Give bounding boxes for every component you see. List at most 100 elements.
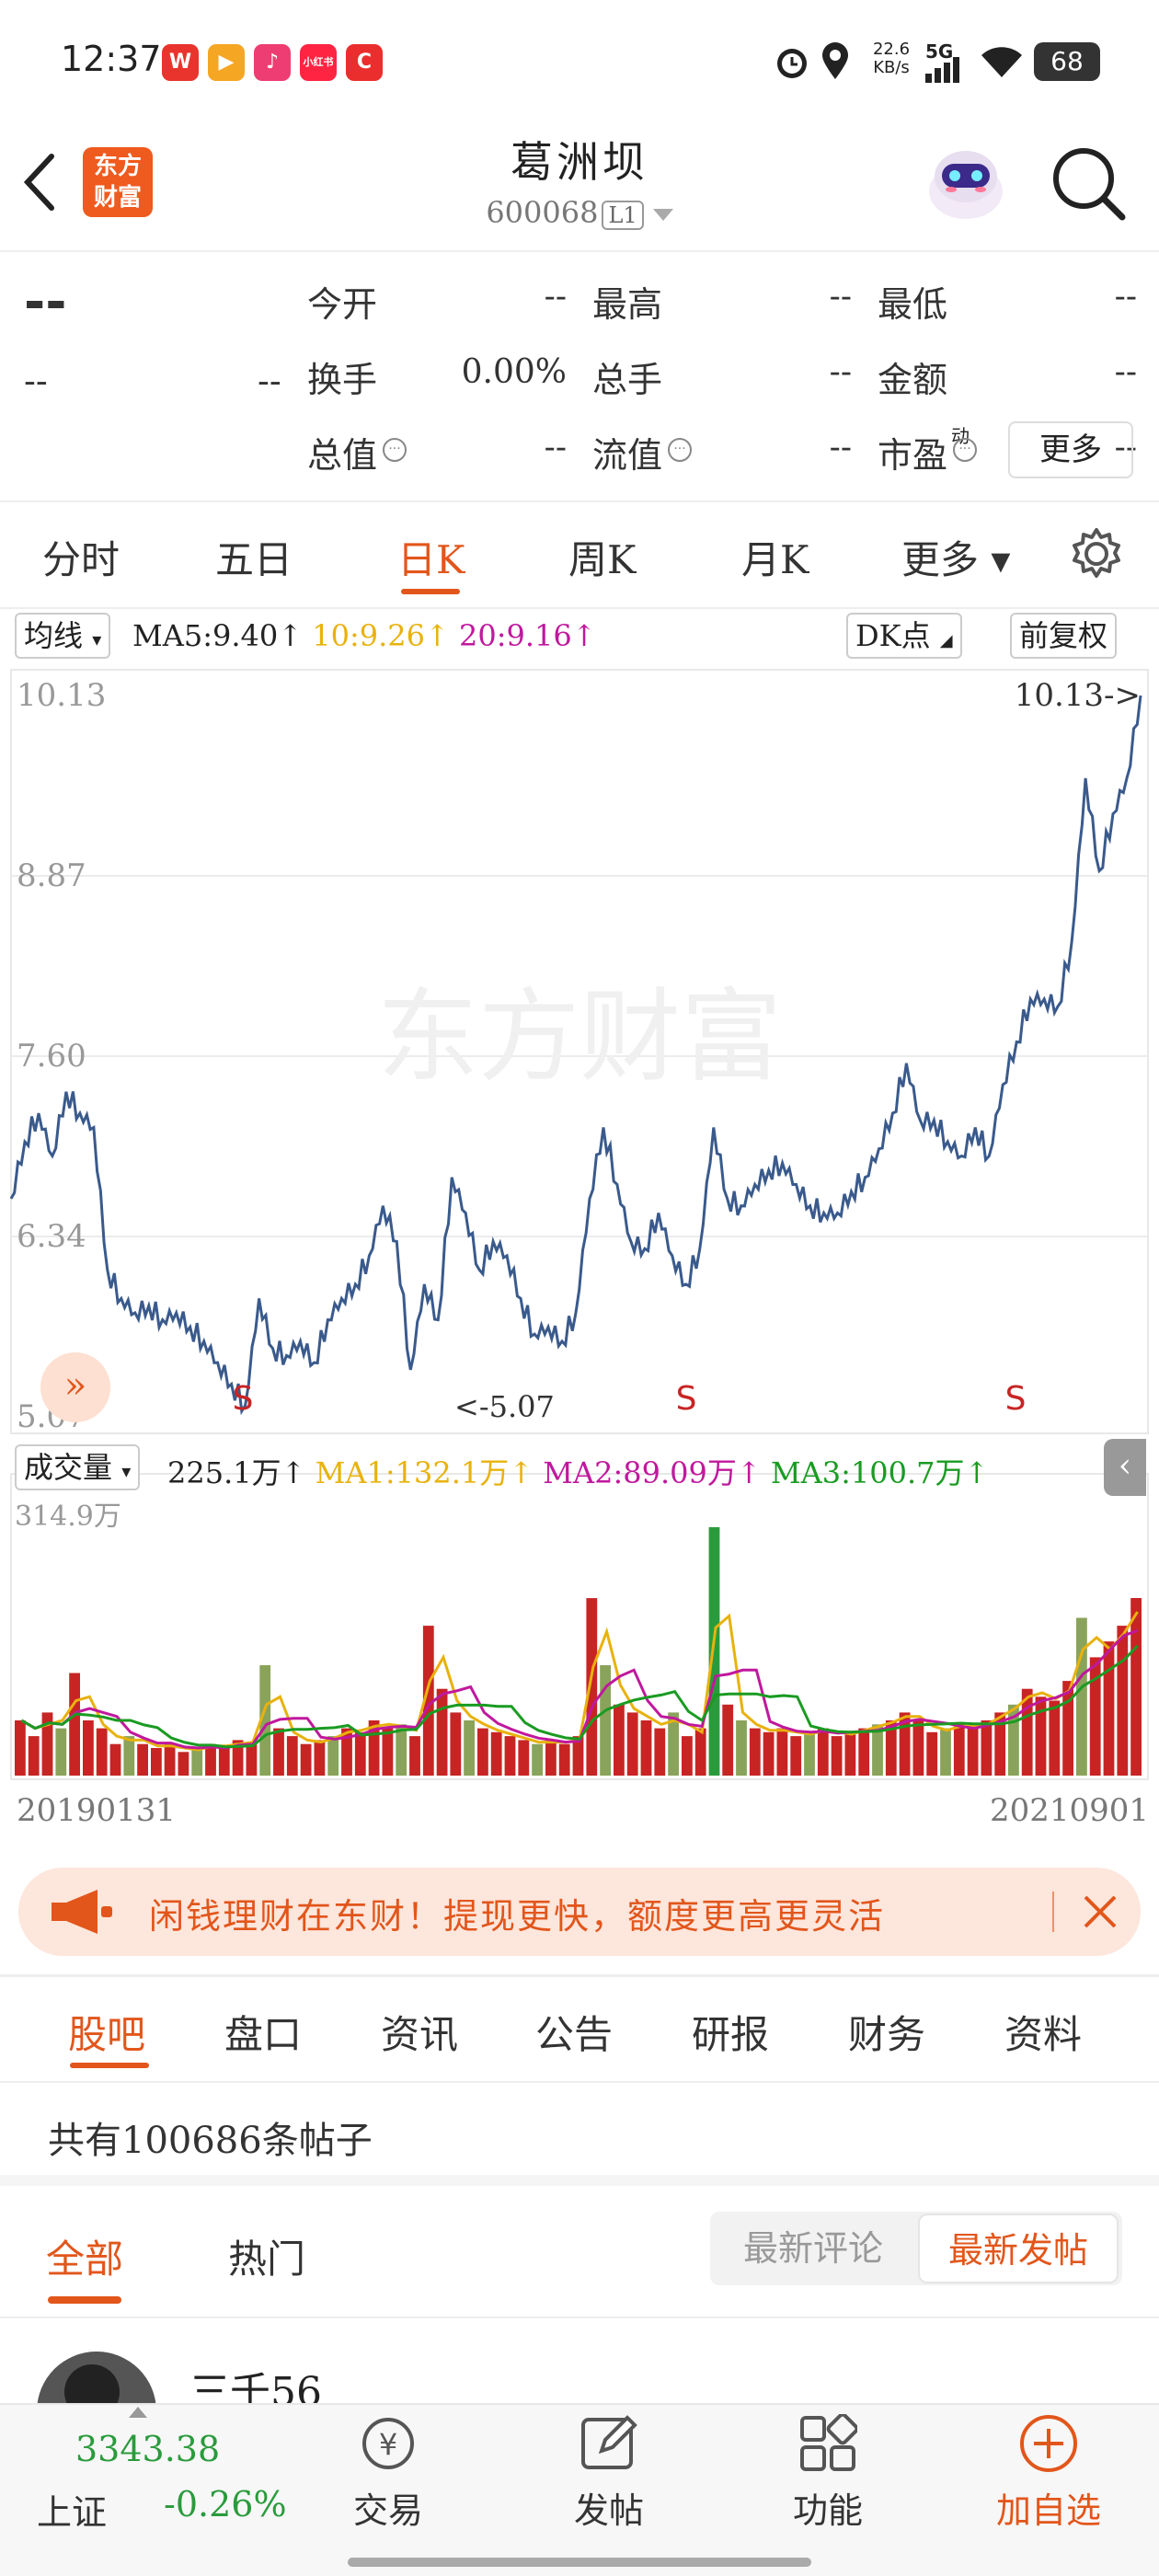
volume-bar (776, 1728, 788, 1776)
tab-period[interactable]: 周K (568, 537, 637, 582)
wifi-icon (981, 47, 1022, 77)
tab-period[interactable]: 分时 (42, 537, 120, 582)
x-end-label: 20210901 (990, 1792, 1150, 1829)
tab-info[interactable]: 盘口 (224, 2012, 303, 2057)
robot-assistant-icon[interactable] (924, 142, 1008, 226)
min-price-label: <-5.07 (454, 1389, 555, 1424)
volume-max-label: 314.9万 (15, 1501, 121, 1533)
close-icon[interactable] (1080, 1892, 1120, 1932)
sort-latest-comment[interactable]: 最新评论 (742, 2228, 883, 2269)
tab-info[interactable]: 公告 (535, 2012, 614, 2057)
function-grid-icon[interactable] (798, 2414, 857, 2473)
info-icon[interactable]: ··· (383, 438, 407, 462)
volume-bar (409, 1736, 420, 1776)
volume-values: 225.1万↑ MA1:132.1万↑ MA2:89.09万↑ MA3:100.… (167, 1455, 990, 1490)
tab-period[interactable]: 月K (741, 537, 809, 582)
ma-dropdown[interactable]: 均线 ▾ (15, 613, 111, 659)
volume-bar (300, 1743, 312, 1776)
quote-label: 最高 (592, 284, 663, 325)
dk-point-dropdown[interactable]: DK点 ◢ (846, 613, 962, 659)
filter-indicator (48, 2296, 121, 2304)
kline-chart[interactable]: 东方财富 10.138.877.606.345.0710.13-><-5.07 … (0, 607, 1159, 1822)
search-icon[interactable] (1050, 145, 1128, 223)
volume-frame (10, 1473, 1149, 1780)
collapse-panel-icon[interactable]: ‹ (1104, 1439, 1146, 1496)
quote-label: 换手 (307, 360, 378, 400)
wps-icon: W (162, 44, 199, 81)
stock-name: 葛洲坝 (511, 137, 648, 187)
active-tab-indicator (401, 589, 460, 594)
app-logo[interactable]: 东方 财富 (83, 147, 153, 217)
volume-bar (450, 1712, 462, 1776)
signal-icon (925, 57, 959, 83)
volume-bar (55, 1728, 67, 1776)
volume-bar (532, 1743, 543, 1776)
volume-bar (164, 1743, 176, 1776)
volume-bar (1062, 1681, 1073, 1776)
add-watchlist-label[interactable]: 加自选 (995, 2490, 1101, 2531)
more-quote-button[interactable]: 更多 (1008, 421, 1133, 478)
info-icon[interactable]: ··· (953, 438, 977, 462)
tab-info[interactable]: 股吧 (68, 2012, 146, 2057)
volume-bar (28, 1736, 40, 1776)
volume-bar (1117, 1626, 1129, 1776)
price-axis-label: 7.60 (17, 1038, 86, 1075)
tab-info[interactable]: 财务 (848, 2012, 926, 2057)
function-label[interactable]: 功能 (792, 2490, 863, 2531)
volume-bar (749, 1728, 761, 1776)
sort-latest-post[interactable]: 最新发帖 (918, 2214, 1119, 2283)
filter-all[interactable]: 全部 (46, 2237, 124, 2282)
quote-label: 总值 (307, 435, 378, 476)
index-name[interactable]: 上证 (37, 2492, 108, 2533)
volume-dropdown[interactable]: 成交量 ▾ (15, 1444, 141, 1490)
volume-bar (422, 1626, 434, 1776)
index-value[interactable]: 3343.38 (75, 2429, 221, 2469)
volume-bar (600, 1665, 611, 1776)
adjust-button[interactable]: 前复权 (1010, 613, 1118, 659)
promo-banner[interactable]: 闲钱理财在东财！提现更快，额度更高更灵活 (18, 1868, 1141, 1956)
volume-bar (109, 1743, 121, 1776)
volume-bar (558, 1743, 570, 1776)
volume-bar (354, 1731, 366, 1776)
volume-bar (396, 1724, 407, 1776)
video-app-icon: ▶ (208, 44, 245, 81)
post-label[interactable]: 发帖 (573, 2490, 644, 2531)
bottom-bar (0, 2403, 1159, 2576)
volume-bar (953, 1724, 965, 1776)
post-edit-icon[interactable] (580, 2414, 638, 2473)
filter-hot[interactable]: 热门 (228, 2237, 306, 2282)
xiaohongshu-icon: 小红书 (300, 44, 337, 81)
quote-label: 市盈 (878, 435, 948, 476)
volume-bar (586, 1598, 598, 1776)
sort-segment: 最新评论 最新发帖 (710, 2212, 1122, 2285)
info-tab-indicator (70, 2063, 149, 2068)
tab-info[interactable]: 资讯 (381, 2012, 459, 2057)
back-icon[interactable] (20, 153, 57, 212)
volume-bar (885, 1720, 897, 1776)
tab-info[interactable]: 资料 (1004, 2012, 1083, 2057)
volume-bar (341, 1728, 352, 1776)
volume-bar (504, 1736, 516, 1776)
home-indicator[interactable] (348, 2558, 811, 2567)
tab-period[interactable]: 日K (397, 537, 465, 582)
trade-label[interactable]: 交易 (352, 2490, 423, 2531)
level-badge: L1 (602, 200, 644, 230)
volume-bar (218, 1748, 230, 1776)
volume-bar (1021, 1688, 1033, 1776)
volume-bar (436, 1688, 448, 1776)
tab-info[interactable]: 研报 (692, 2012, 770, 2057)
stock-code-row[interactable]: 600068 L1 (0, 195, 1159, 230)
post-count: 共有100686条帖子 (48, 2120, 373, 2162)
alarm-icon (777, 49, 807, 78)
info-icon[interactable]: ··· (668, 438, 692, 462)
add-watchlist-icon[interactable] (1017, 2412, 1080, 2475)
tab-period[interactable]: 更多 ▾ (901, 537, 1011, 582)
tab-period[interactable]: 五日 (215, 537, 293, 582)
trade-yen-icon[interactable]: ¥ (357, 2414, 419, 2473)
index-change[interactable]: -0.26% (164, 2484, 287, 2524)
x-start-label: 20190131 (17, 1792, 177, 1829)
settings-gear-icon[interactable] (1069, 526, 1124, 581)
quote-label: 今开 (307, 284, 378, 325)
expand-arrows-icon[interactable]: » (40, 1352, 110, 1422)
price-axis-label: 8.87 (17, 857, 86, 894)
